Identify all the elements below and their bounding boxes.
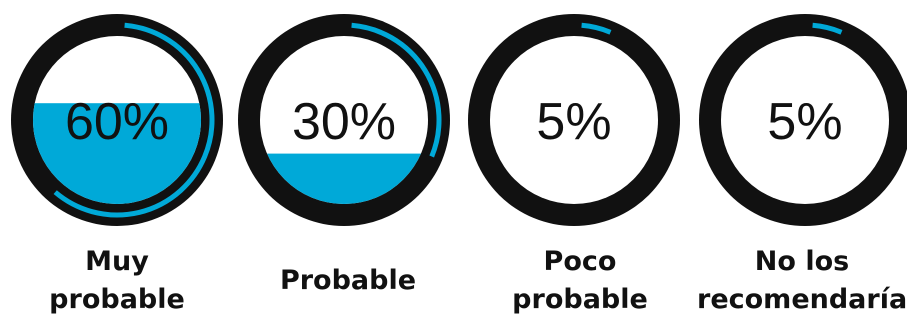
gauge-inner	[721, 36, 889, 204]
gauge-progress-arc	[351, 22, 442, 158]
gauge-label-muy-probable: Muy probable	[49, 246, 185, 315]
gauge-value-text: 30%	[292, 93, 396, 151]
gauge-label-probable: Probable	[279, 265, 417, 296]
gauge-progress-arc	[581, 22, 612, 35]
gauge-label-poco-probable: Poco probable	[512, 246, 648, 315]
gauge-value-text: 60%	[65, 93, 169, 151]
gauge-progress-arc	[53, 22, 215, 218]
gauge-label-no-los-recomendaria: No los recomendaría	[697, 246, 907, 315]
gauge-progress-arc	[812, 22, 843, 35]
gauge-no-los-recomendaria: 5%	[699, 14, 907, 226]
gauge-inner	[490, 36, 658, 204]
gauge-muy-probable: 60%	[11, 14, 223, 226]
gauge-value-text: 5%	[536, 93, 611, 151]
gauge-poco-probable: 5%	[468, 14, 680, 226]
gauge-probable: 30%	[238, 14, 450, 226]
gauge-value-text: 5%	[767, 93, 842, 151]
